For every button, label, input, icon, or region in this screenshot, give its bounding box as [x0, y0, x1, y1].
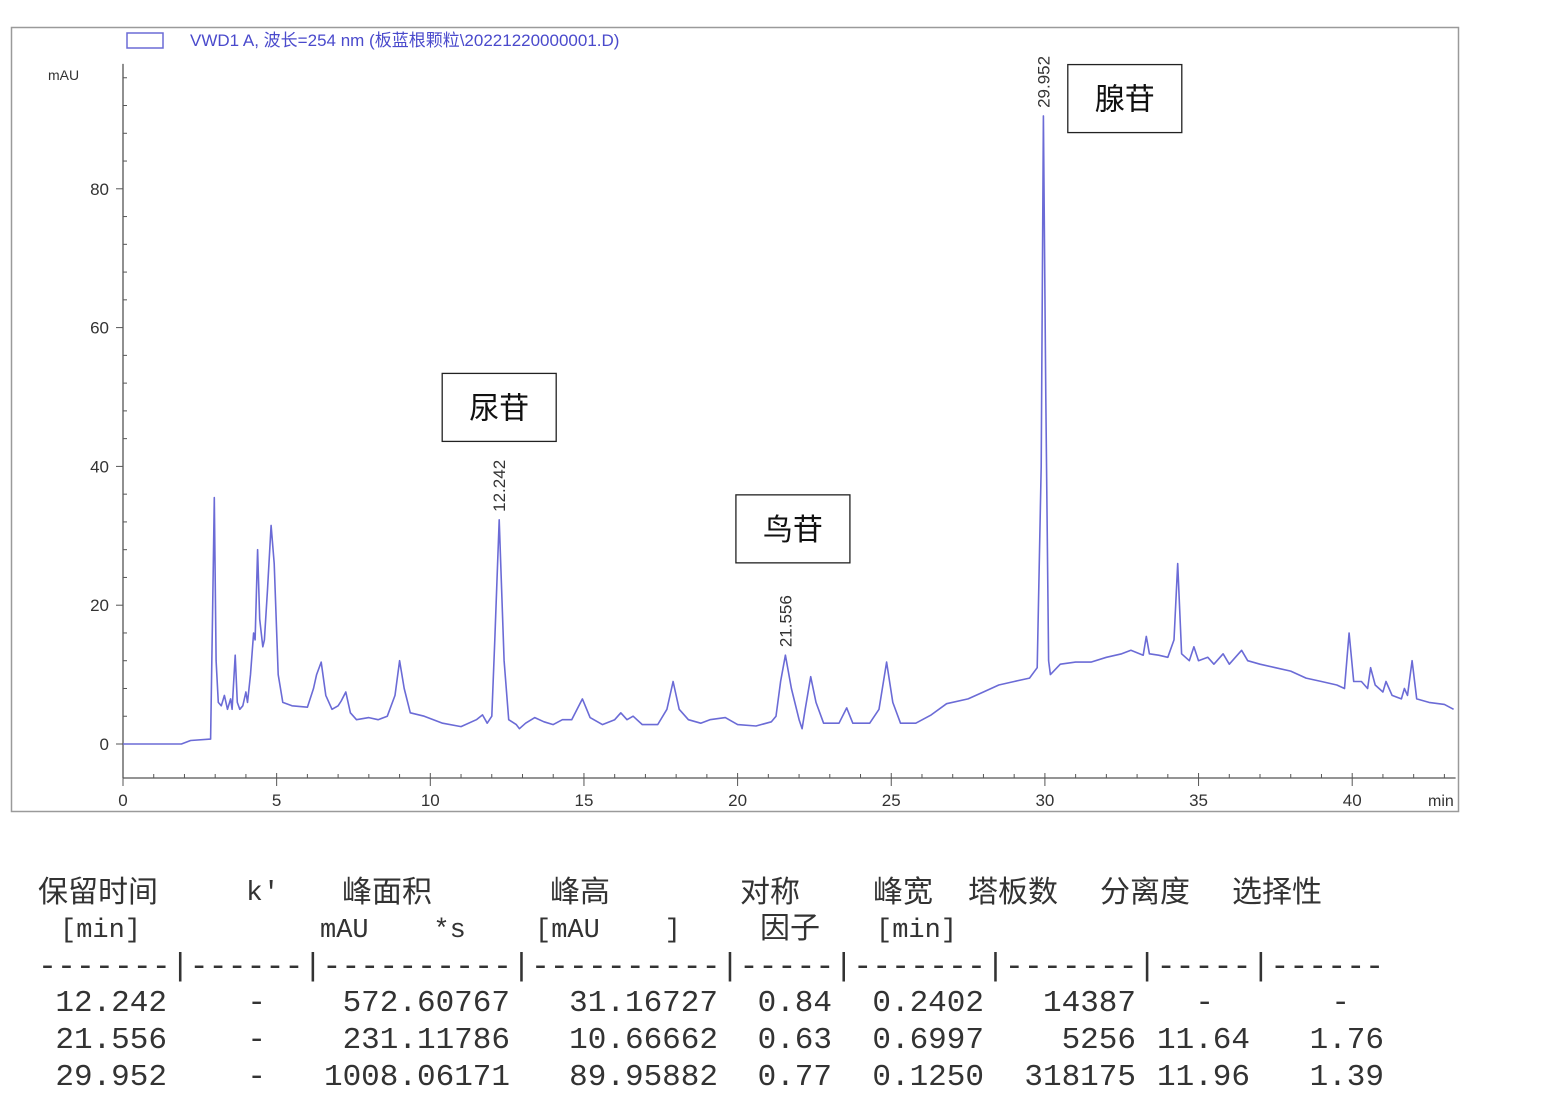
annotation-label: 鸟苷 — [763, 513, 823, 548]
chromatogram-chart: VWD1 A, 波长=254 nm (板蓝根颗粒\20221220000001.… — [10, 26, 1460, 813]
header-area: 峰面积 — [342, 875, 432, 910]
annotation-label: 腺苷 — [1095, 83, 1155, 118]
cell-retention-time: 21.556 — [55, 1023, 167, 1058]
cell-width: 0.1250 — [872, 1060, 984, 1095]
annotation-box — [735, 494, 851, 564]
peak-rt-label: 29.952 — [1034, 56, 1053, 108]
header-k: k' — [246, 878, 280, 909]
x-tick-label: 25 — [882, 791, 901, 810]
unit-height: [mAU ] — [535, 916, 681, 946]
x-tick-label: 5 — [272, 791, 281, 810]
x-tick-label: 15 — [574, 791, 593, 810]
header-selectivity: 选择性 — [1232, 875, 1322, 910]
cell-symmetry: 0.63 — [757, 1023, 832, 1058]
header-resolution: 分离度 — [1100, 875, 1190, 910]
header-symmetry-line2: 因子 — [760, 911, 820, 946]
chart-frame — [10, 26, 1460, 813]
cell-area: 231.11786 — [342, 1023, 510, 1058]
cell-plates: 14387 — [1042, 986, 1136, 1021]
header-plates: 塔板数 — [968, 875, 1058, 910]
y-tick-label: 0 — [100, 735, 109, 754]
cell-height: 31.16727 — [569, 986, 718, 1021]
cell-area: 1008.06171 — [323, 1060, 510, 1095]
y-tick-label: 40 — [90, 457, 109, 476]
cell-resolution: 11.96 — [1156, 1060, 1250, 1095]
cell-k-prime: - — [247, 1060, 266, 1095]
x-axis-label: min — [1428, 793, 1454, 810]
cell-k-prime: - — [247, 1023, 266, 1058]
x-tick-label: 40 — [1343, 791, 1362, 810]
cell-selectivity: - — [1331, 986, 1350, 1021]
table-separator: -------|------|----------|----------|---… — [38, 950, 1385, 985]
annotation-label: 尿苷 — [469, 391, 529, 426]
cell-height: 89.95882 — [569, 1060, 718, 1095]
unit-rt: [min] — [60, 916, 142, 946]
cell-selectivity: 1.39 — [1309, 1060, 1384, 1095]
header-width: 峰宽 — [873, 875, 933, 910]
chromatogram-trace — [123, 115, 1454, 745]
x-tick-label: 35 — [1189, 791, 1208, 810]
cell-width: 0.6997 — [872, 1023, 984, 1058]
legend-label: VWD1 A, 波长=254 nm (板蓝根颗粒\20221220000001.… — [190, 31, 619, 50]
annotation-box — [441, 372, 557, 443]
legend-swatch — [126, 32, 164, 49]
y-tick-label: 20 — [90, 596, 109, 615]
cell-plates: 318175 — [1024, 1060, 1136, 1095]
cell-retention-time: 12.242 — [55, 986, 167, 1021]
compound-annotation: 鸟苷 — [735, 494, 851, 564]
unit-area: mAU *s — [320, 916, 466, 946]
x-tick-label: 20 — [728, 791, 747, 810]
cell-height: 10.66662 — [569, 1023, 718, 1058]
cell-plates: 5256 — [1061, 1023, 1136, 1058]
y-tick-label: 80 — [90, 180, 109, 199]
x-tick-label: 30 — [1035, 791, 1054, 810]
peak-rt-label: 21.556 — [776, 595, 795, 647]
unit-width: [min] — [876, 916, 958, 946]
cell-k-prime: - — [247, 986, 266, 1021]
y-tick-label: 60 — [90, 319, 109, 338]
cell-retention-time: 29.952 — [55, 1060, 167, 1095]
x-tick-label: 0 — [118, 791, 127, 810]
cell-symmetry: 0.84 — [757, 986, 832, 1021]
annotation-box — [1067, 63, 1183, 134]
x-tick-label: 10 — [421, 791, 440, 810]
cell-symmetry: 0.77 — [757, 1060, 832, 1095]
compound-annotation: 尿苷 — [441, 372, 557, 443]
peak-rt-label: 12.242 — [490, 460, 509, 512]
cell-resolution: 11.64 — [1156, 1023, 1250, 1058]
cell-area: 572.60767 — [342, 986, 510, 1021]
cell-width: 0.2402 — [872, 986, 984, 1021]
header-height: 峰高 — [550, 875, 610, 910]
cell-selectivity: 1.76 — [1309, 1023, 1384, 1058]
compound-annotation: 腺苷 — [1067, 63, 1183, 134]
peak-table: 保留时间 k' 峰面积 峰高 对称 峰宽 塔板数 分离度 选择性 [min] m… — [0, 840, 1542, 1108]
header-retention-time: 保留时间 — [38, 875, 158, 910]
cell-resolution: - — [1195, 986, 1214, 1021]
y-axis-label: mAU — [48, 67, 79, 83]
header-symmetry: 对称 — [740, 875, 800, 910]
